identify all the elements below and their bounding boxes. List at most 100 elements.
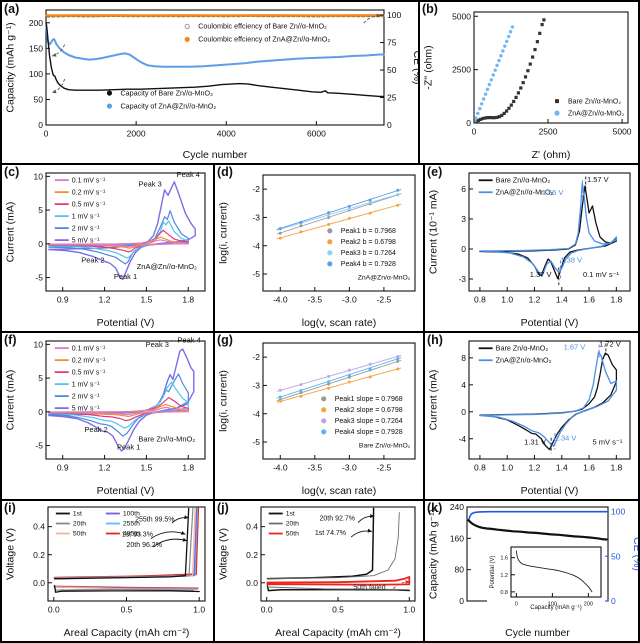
data-point — [368, 200, 372, 204]
annotation: Peak 1 — [117, 443, 140, 452]
legend-swatch — [321, 429, 327, 435]
legend-d-0: Peak1 b = 0.7968 Peak2 b = 0.6798 Peak3 b … — [327, 228, 396, 268]
y-axis-label: Current (mA) — [428, 370, 440, 431]
data-point — [516, 91, 521, 95]
series-group — [276, 188, 402, 240]
chart-k-inset: 0 100 200 0.8 1.2 1.6 Capacity (mAh g⁻¹) Potent… — [490, 546, 602, 611]
y-tick-label: 0.2 — [246, 550, 258, 560]
y-axis-label: Current (mA) — [5, 370, 17, 431]
x-axis-label: Potential (V) — [97, 317, 155, 329]
annotation: Peak 4 — [177, 335, 200, 344]
y2-tick-label: 0 — [611, 596, 616, 606]
data-point — [504, 109, 509, 113]
data-point — [509, 103, 513, 107]
y-tick-label: -5 — [35, 441, 43, 451]
y-tick-label: 0 — [466, 118, 471, 128]
annotation: 1.37 V — [530, 270, 552, 279]
y-tick-label: 160 — [450, 533, 464, 543]
x-axis-label: Cycle number — [505, 627, 570, 639]
legend-swatch — [106, 103, 113, 109]
legend-swatch — [184, 36, 190, 42]
y2-tick-label: 50 — [611, 551, 621, 561]
panel-b: (b) 0 2500 5000 0 2500 5000 Z' (ohm) -Z'' (ohm) B… — [420, 2, 638, 163]
y-tick-label: -2 — [252, 184, 260, 194]
x-axis-label: Potential (V) — [97, 485, 155, 497]
legend-label: Peak2 slope = 0.6798 — [335, 407, 403, 414]
legend-label: ZnA@Zn/α-MnO₂ — [496, 356, 552, 365]
data-point — [327, 211, 331, 215]
y-tick-label: -4 — [252, 409, 260, 419]
y-tick-label: 100 — [29, 69, 43, 79]
data-point — [478, 106, 482, 111]
y-tick-label: 5 — [38, 205, 43, 215]
arrow-head — [367, 528, 372, 533]
fit-line-peak2-fit — [276, 367, 402, 403]
series-cv-1mv — [48, 381, 189, 429]
data-point — [497, 114, 502, 119]
x-tick-label: 1.0 — [193, 605, 205, 615]
series-cycle-50 — [266, 576, 411, 586]
legend-label: Peak4 slope = 0.7928 — [335, 429, 403, 436]
x-tick-label: 1.8 — [610, 295, 622, 305]
annotation: 20th 92.7% — [320, 516, 355, 523]
fit-line-peak1-fit — [276, 359, 402, 402]
data-point — [278, 395, 282, 399]
series-group — [53, 507, 200, 593]
data-point — [493, 68, 497, 72]
plot-frame — [45, 9, 385, 126]
annotation: Bare Zn//α-MnO₂ — [138, 434, 195, 443]
data-point — [526, 69, 530, 73]
chart-c: 0.9 1.2 1.5 1.8 -5 0 5 10 Potential (V) Current (… — [5, 170, 206, 329]
legend-swatch — [554, 110, 560, 116]
data-point — [523, 75, 528, 79]
plot-frame — [262, 342, 416, 460]
annotation: 0.1 mV s⁻¹ — [583, 270, 620, 279]
legend-label: Bare Zn//α-MnO₂ — [568, 98, 621, 105]
legend-label: Capacity of ZnA@Zn//α-MnO₂ — [120, 101, 216, 110]
panel-i-letter: (i) — [4, 501, 16, 515]
data-point — [299, 220, 303, 224]
series-group — [45, 14, 385, 98]
legend-swatch — [184, 23, 190, 29]
data-point — [491, 73, 495, 77]
legend-label: Bare Zn//α-MnO₂ — [496, 176, 551, 185]
x-tick-label: 4000 — [217, 129, 236, 139]
panel-k-letter: (k) — [427, 501, 443, 515]
x-tick-label: 0.0 — [261, 605, 273, 615]
x-tick-label: 1.0 — [403, 605, 415, 615]
data-point — [368, 375, 372, 379]
chart-f: 0.9 1.2 1.5 1.8 -5 0 5 10 Potential (V) Current (… — [5, 335, 206, 497]
panel-e-letter: (e) — [427, 165, 443, 179]
panel-d: (d) -4.0 -3.5 -3.0 -2.5 -5 -4 -3 -2 log(v, scan r… — [215, 165, 423, 331]
y-tick-label: -5 — [35, 273, 43, 283]
fit-line-peak3-fit — [276, 192, 402, 231]
x-tick-label: 1.6 — [583, 463, 595, 473]
panel-f: (f) 0.9 1.2 1.5 1.8 -5 0 5 10 Potential (V) Curren… — [2, 333, 213, 499]
legend-label: 0.2 mV s⁻¹ — [72, 189, 106, 196]
arrow-head — [182, 537, 187, 542]
legend-label: 0.5 mV s⁻¹ — [72, 201, 106, 208]
series-cv-01mv — [48, 406, 189, 416]
legend-label: Peak3 b = 0.7264 — [341, 250, 396, 257]
chart-j: 0.0 0.5 1.0 0.0 0.2 0.4 Areal Capacity (mAh cm… — [218, 506, 416, 639]
y-tick-label: 8 — [461, 353, 466, 363]
y-axis-label: log(i, current) — [218, 370, 230, 432]
data-point — [501, 49, 505, 53]
legend-label: 20th — [286, 521, 299, 528]
annotation: 50th failed — [353, 584, 385, 591]
fit-line-peak4-fit — [276, 189, 402, 231]
legend-swatch — [327, 261, 333, 267]
data-point — [396, 193, 400, 197]
y-tick-label: -3 — [252, 212, 260, 222]
annotation: Peak 4 — [177, 170, 200, 179]
data-point — [327, 380, 331, 384]
legend-e-0: Bare Zn//α-MnO₂ ZnA@Zn//α-MnO₂ — [478, 176, 554, 197]
data-point — [493, 116, 497, 120]
chart-g: -4.0 -3.5 -3.0 -2.5 -5 -4 -3 -2 log(v, scan rate… — [218, 342, 416, 497]
x-tick-label: -3.5 — [307, 295, 322, 305]
y-tick-label: 1.2 — [500, 573, 508, 579]
data-point — [512, 99, 516, 104]
x-tick-label: 6000 — [307, 129, 326, 139]
series-capacity-bare — [45, 22, 385, 98]
x-tick-label: 1.2 — [99, 463, 111, 473]
